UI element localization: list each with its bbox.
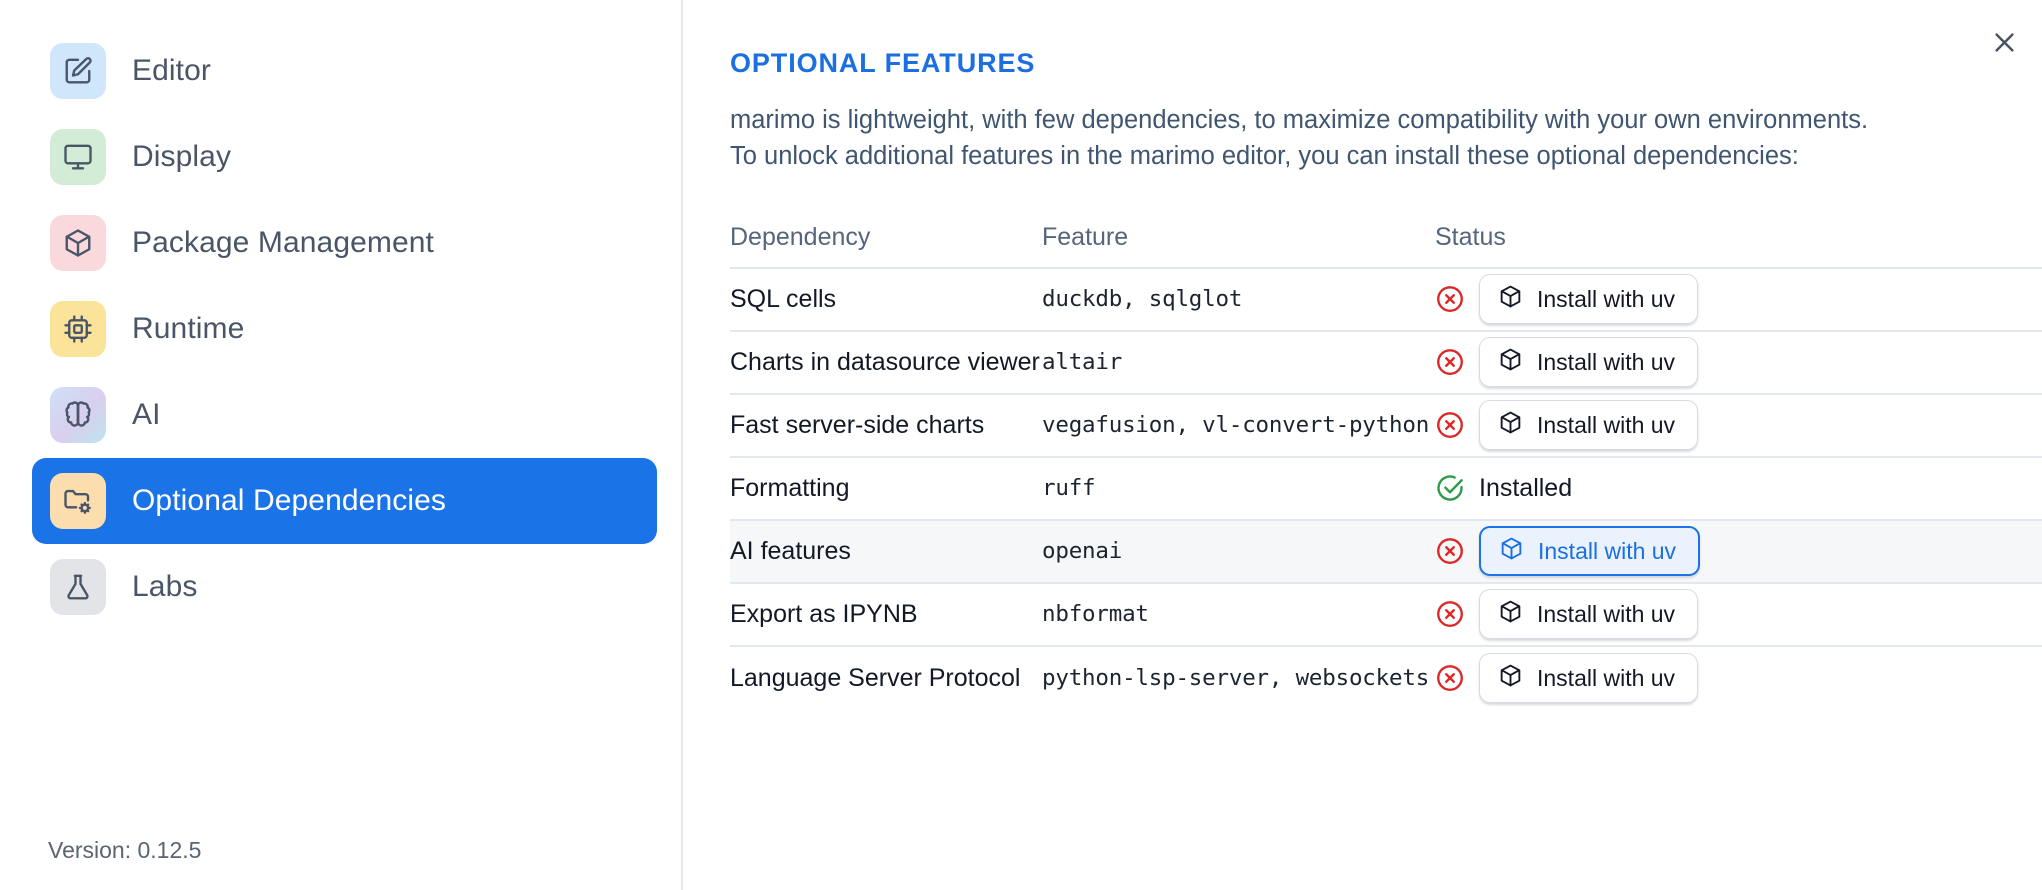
cell-feature: nbformat [1042,601,1149,628]
x-circle-icon [1435,284,1465,314]
x-circle-icon [1435,410,1465,440]
cell-status: Install with uv [1435,400,2042,451]
cell-status: Install with uv [1435,274,2042,325]
sidebar-item-display[interactable]: Display [32,114,657,200]
install-with-uv-button[interactable]: Install with uv [1479,653,1699,704]
table-row: Fast server-side charts vegafusion, vl-co… [730,395,2042,458]
sidebar-item-labs[interactable]: Labs [32,544,657,630]
settings-main-panel: OPTIONAL FEATURES marimo is lightweight,… [683,0,2042,890]
folder-cog-icon [50,473,106,529]
table-row: SQL cells duckdb, sqlglot Install with uv [730,269,2042,332]
package-cube-icon [1498,663,1523,694]
sidebar-item-ai[interactable]: AI [32,372,657,458]
cell-dependency: Charts in datasource viewer [730,347,1040,376]
sidebar-item-label: Labs [132,570,198,603]
cell-dependency: Language Server Protocol [730,663,1021,692]
cell-feature: ruff [1042,475,1096,502]
x-circle-icon [1435,663,1465,693]
settings-sidebar: Editor Display Package Management Runtime AI… [0,0,683,890]
installed-label: Installed [1479,473,1573,502]
sidebar-item-label: Editor [132,54,211,87]
table-body: SQL cells duckdb, sqlglot Install with uv C… [730,269,2042,710]
x-circle-icon [1435,536,1465,566]
cell-feature: duckdb, sqlglot [1042,286,1243,313]
cpu-icon [50,301,106,357]
cell-feature: vegafusion, vl-convert-python [1042,412,1430,439]
sidebar-item-label: AI [132,398,161,431]
install-with-uv-button[interactable]: Install with uv [1479,400,1699,451]
panel-description: marimo is lightweight, with few dependen… [730,105,2020,173]
package-cube-icon [1498,347,1523,378]
sidebar-item-label: Package Management [132,226,434,259]
install-with-uv-button[interactable]: Install with uv [1479,274,1699,325]
sidebar-item-runtime[interactable]: Runtime [32,286,657,372]
table-row: Formatting ruff Installed [730,458,2042,521]
cell-status: Install with uv [1435,337,2042,388]
table-row: Charts in datasource viewer altair Install… [730,332,2042,395]
brain-icon [50,387,106,443]
sidebar-item-label: Runtime [132,312,245,345]
cell-status: Install with uv [1435,653,2042,704]
sidebar-item-package-management[interactable]: Package Management [32,200,657,286]
install-with-uv-button[interactable]: Install with uv [1479,589,1699,640]
install-button-label: Install with uv [1537,411,1676,438]
optional-dependencies-table: Dependency Feature Status SQL cells duckd… [730,209,2042,710]
package-cube-icon [1498,599,1523,630]
column-header-status: Status [1435,223,1506,252]
package-cube-icon [1498,410,1523,441]
cell-status: Installed [1435,473,2042,503]
cell-feature: altair [1042,349,1123,376]
sidebar-item-label: Display [132,140,232,173]
cell-dependency: SQL cells [730,284,837,313]
install-button-label: Install with uv [1538,537,1677,564]
square-pen-icon [50,43,106,99]
install-button-label: Install with uv [1537,348,1676,375]
page-title: OPTIONAL FEATURES [730,48,1036,78]
package-icon [50,215,106,271]
install-with-uv-button[interactable]: Install with uv [1479,526,1701,577]
description-line-1: marimo is lightweight, with few dependen… [730,106,1869,134]
install-button-label: Install with uv [1537,285,1676,312]
version-label: Version: 0.12.5 [48,837,202,863]
sidebar-item-editor[interactable]: Editor [32,28,657,114]
cell-dependency: Formatting [730,473,850,502]
flask-icon [50,559,106,615]
table-row: AI features openai Install with uv [730,520,2042,584]
check-circle-icon [1435,473,1465,503]
cell-dependency: AI features [730,536,851,565]
cell-status: Install with uv [1435,589,2042,640]
cell-dependency: Export as IPYNB [730,599,918,628]
table-header: Dependency Feature Status [730,209,2042,269]
package-cube-icon [1499,536,1524,567]
sidebar-item-optional-dependencies[interactable]: Optional Dependencies [32,458,657,544]
table-row: Language Server Protocol python-lsp-serve… [730,647,2042,710]
x-circle-icon [1435,347,1465,377]
sidebar-nav: Editor Display Package Management Runtime AI… [32,28,657,630]
column-header-dependency: Dependency [730,223,871,252]
install-with-uv-button[interactable]: Install with uv [1479,337,1699,388]
monitor-icon [50,129,106,185]
column-header-feature: Feature [1042,223,1129,252]
cell-feature: openai [1042,538,1123,565]
close-icon [1994,32,2014,52]
sidebar-item-label: Optional Dependencies [132,484,446,517]
install-button-label: Install with uv [1537,600,1676,627]
cell-feature: python-lsp-server, websockets [1042,665,1430,692]
x-circle-icon [1435,599,1465,629]
table-row: Export as IPYNB nbformat Install with uv [730,584,2042,647]
package-cube-icon [1498,284,1523,315]
close-button[interactable] [1980,18,2028,66]
cell-dependency: Fast server-side charts [730,410,985,439]
description-line-2: To unlock additional features in the mar… [730,141,1799,170]
install-button-label: Install with uv [1537,664,1676,691]
cell-status: Install with uv [1435,526,2042,577]
